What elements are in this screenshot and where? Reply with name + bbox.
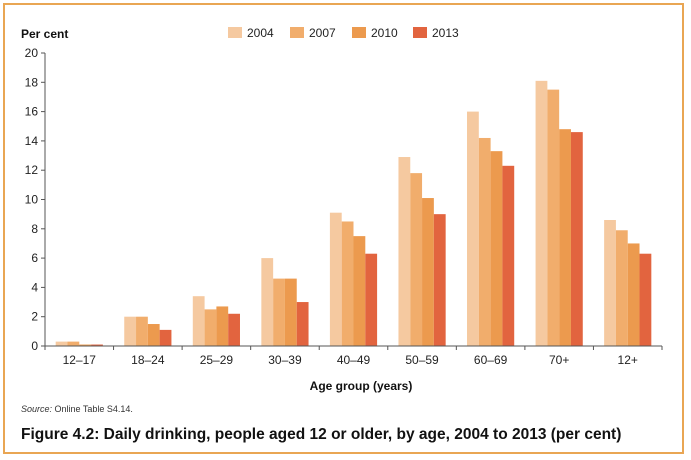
legend-label-2004: 2004 <box>247 26 274 40</box>
y-tick-label: 20 <box>25 46 39 60</box>
y-tick-label: 10 <box>25 193 39 207</box>
bar-2013-40–49 <box>365 253 378 346</box>
legend-label-2010: 2010 <box>371 26 398 40</box>
x-axis-title: Age group (years) <box>310 379 413 393</box>
bar-2010-40–49 <box>353 236 366 346</box>
x-tick-label: 12+ <box>618 353 638 367</box>
bar-2007-25–29 <box>204 309 217 346</box>
legend-swatch-2013 <box>413 27 427 38</box>
bar-2013-12–17 <box>91 344 103 346</box>
bar-2007-40–49 <box>341 221 354 346</box>
bar-2013-70+ <box>570 132 583 346</box>
x-tick-label: 30–39 <box>268 353 302 367</box>
source-text: Online Table S4.14. <box>54 404 133 414</box>
bar-2007-60–69 <box>478 137 491 346</box>
bar-2013-18–24 <box>159 329 172 346</box>
legend-swatch-2010 <box>352 27 366 38</box>
legend-swatch-2007 <box>290 27 304 38</box>
bar-2007-30–39 <box>273 278 285 346</box>
x-tick-label: 25–29 <box>200 353 234 367</box>
x-axis: 12–17 18–24 25–29 30–39 40–49 50–59 60–69 70+ 12… <box>44 345 663 367</box>
bar-2010-50–59 <box>422 198 434 346</box>
bars <box>55 80 652 347</box>
x-tick-label: 60–69 <box>474 353 508 367</box>
bar-2007-18–24 <box>136 316 148 346</box>
bar-2010-60–69 <box>490 151 503 346</box>
y-axis-title: Per cent <box>21 27 68 41</box>
x-tick-label: 12–17 <box>63 353 97 367</box>
y-tick-label: 18 <box>25 75 39 89</box>
bar-2004-60–69 <box>467 111 479 346</box>
bar-2013-50–59 <box>433 214 446 346</box>
bar-2010-12+ <box>627 243 640 346</box>
legend-swatch-2004 <box>228 27 242 38</box>
bar-2004-18–24 <box>124 316 137 346</box>
y-tick-label: 4 <box>31 280 38 294</box>
bar-2010-18–24 <box>147 324 160 346</box>
bar-2004-50–59 <box>398 157 411 346</box>
y-axis: 0 2 4 6 8 10 12 14 16 18 20 <box>25 46 46 353</box>
source-label: Source: <box>21 404 53 414</box>
legend-label-2007: 2007 <box>309 26 336 40</box>
x-tick-label: 40–49 <box>337 353 371 367</box>
x-tick-label: 18–24 <box>131 353 165 367</box>
figure-caption: Figure 4.2: Daily drinking, people aged … <box>21 426 622 443</box>
y-tick-label: 14 <box>25 134 39 148</box>
bar-2013-60–69 <box>502 165 515 346</box>
y-tick-label: 2 <box>31 310 38 324</box>
y-tick-label: 0 <box>31 339 38 353</box>
bar-2013-30–39 <box>296 302 309 346</box>
y-tick-label: 12 <box>25 163 39 177</box>
legend-label-2013: 2013 <box>432 26 459 40</box>
bar-2010-70+ <box>559 129 571 346</box>
bar-2010-12–17 <box>79 344 92 346</box>
bar-2013-12+ <box>639 253 652 346</box>
x-tick-label: 50–59 <box>405 353 439 367</box>
bar-2007-12+ <box>615 230 628 346</box>
bar-2004-25–29 <box>192 296 205 346</box>
bar-2007-50–59 <box>410 173 423 346</box>
legend: 2004 2007 2010 2013 <box>228 26 459 40</box>
bar-2004-70+ <box>535 80 548 347</box>
bar-chart: Per cent 2004 2007 2010 2013 0 2 4 6 8 10 12 14 16 1… <box>21 26 663 393</box>
y-tick-label: 8 <box>31 222 38 236</box>
bar-2010-25–29 <box>216 306 229 346</box>
bar-2004-40–49 <box>329 212 342 346</box>
bar-2007-70+ <box>547 89 560 346</box>
x-tick-label: 70+ <box>549 353 569 367</box>
bar-2004-12–17 <box>55 341 68 346</box>
bar-2004-30–39 <box>261 258 274 346</box>
bar-2004-12+ <box>604 220 616 346</box>
bar-2013-25–29 <box>228 313 240 346</box>
y-tick-label: 6 <box>31 251 38 265</box>
source-note: Source: Online Table S4.14. <box>21 404 133 414</box>
bar-2010-30–39 <box>284 278 297 346</box>
bar-2007-12–17 <box>67 341 80 346</box>
y-tick-label: 16 <box>25 105 39 119</box>
